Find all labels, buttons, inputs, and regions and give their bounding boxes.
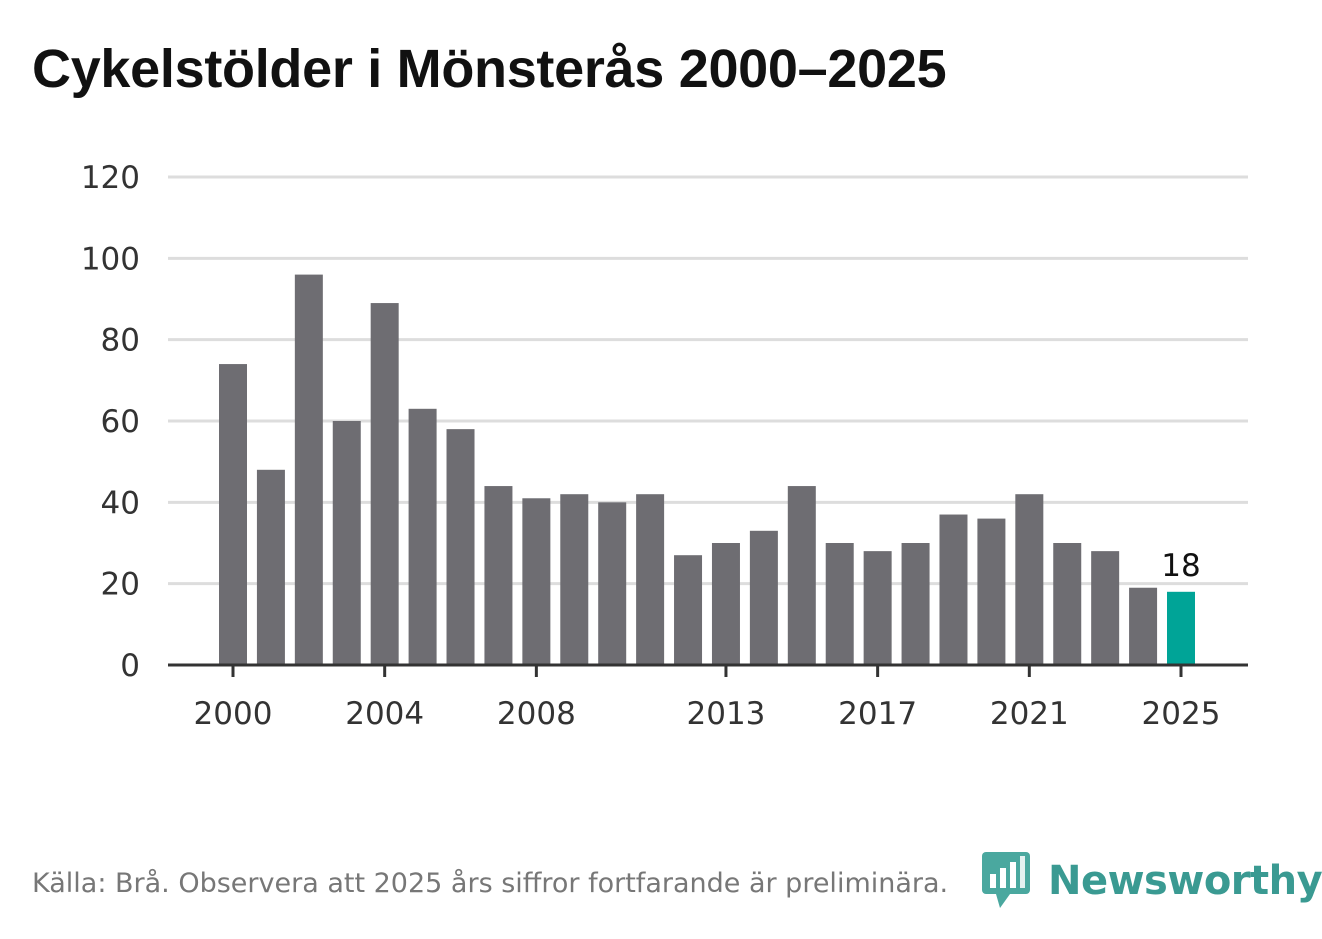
- bar-2025[interactable]: [1167, 591, 1195, 665]
- bar-2017[interactable]: [863, 551, 892, 665]
- x-tick-label-2008: 2008: [497, 696, 576, 732]
- bar-2020[interactable]: [977, 518, 1006, 665]
- y-tick-label-20: 20: [101, 567, 140, 603]
- bar-2005[interactable]: [408, 408, 437, 665]
- gridlines: [168, 175, 1248, 586]
- labels: 0 20 40 60 80 100 120 2000 2004 2008 2013 2017 2021 2…: [81, 160, 1221, 732]
- bar-2008[interactable]: [522, 498, 551, 665]
- y-tick-label-40: 40: [101, 485, 140, 521]
- bar-2006[interactable]: [446, 429, 475, 665]
- bar-2001[interactable]: [256, 469, 285, 665]
- bar-2015[interactable]: [787, 486, 816, 665]
- bar-2019[interactable]: [939, 514, 968, 665]
- source-note: Källa: Brå. Observera att 2025 års siffr…: [32, 868, 949, 899]
- y-tick-label-120: 120: [81, 160, 140, 196]
- bar-2021[interactable]: [1015, 494, 1044, 665]
- bar-2024[interactable]: [1129, 587, 1158, 665]
- bar-2014[interactable]: [749, 530, 778, 665]
- bar-2009[interactable]: [560, 494, 589, 665]
- x-tick-label-2004: 2004: [345, 696, 424, 732]
- bar-2007[interactable]: [484, 486, 513, 665]
- bar-2022[interactable]: [1053, 543, 1082, 665]
- y-tick-label-0: 0: [120, 648, 140, 684]
- bars: [219, 274, 1195, 665]
- bar-2010[interactable]: [598, 502, 627, 665]
- newsworthy-logo-icon: [982, 852, 1030, 908]
- bar-2003[interactable]: [332, 421, 361, 665]
- bar-2002[interactable]: [294, 274, 323, 665]
- x-tick-label-2000: 2000: [194, 696, 273, 732]
- x-tick-label-2025: 2025: [1142, 696, 1221, 732]
- x-tick-label-2017: 2017: [838, 696, 917, 732]
- newsworthy-logo[interactable]: Newsworthy: [982, 852, 1322, 910]
- bar-2023[interactable]: [1091, 551, 1120, 665]
- y-tick-label-80: 80: [101, 323, 140, 359]
- y-tick-label-60: 60: [101, 404, 140, 440]
- bar-2016[interactable]: [825, 543, 854, 665]
- bar-2018[interactable]: [901, 543, 930, 665]
- x-axis: [168, 663, 1248, 677]
- bar-2013[interactable]: [711, 543, 740, 665]
- bar-2011[interactable]: [636, 494, 665, 665]
- bar-2004[interactable]: [370, 303, 399, 665]
- bar-2012[interactable]: [674, 555, 703, 665]
- data-label-2025: 18: [1161, 548, 1200, 584]
- logo-text: Newsworthy: [1048, 858, 1322, 904]
- y-tick-label-100: 100: [81, 241, 140, 277]
- x-tick-label-2021: 2021: [990, 696, 1069, 732]
- chart-title: Cykelstölder i Mönsterås 2000–2025: [32, 39, 947, 99]
- bar-2000[interactable]: [219, 364, 247, 665]
- x-tick-label-2013: 2013: [687, 696, 766, 732]
